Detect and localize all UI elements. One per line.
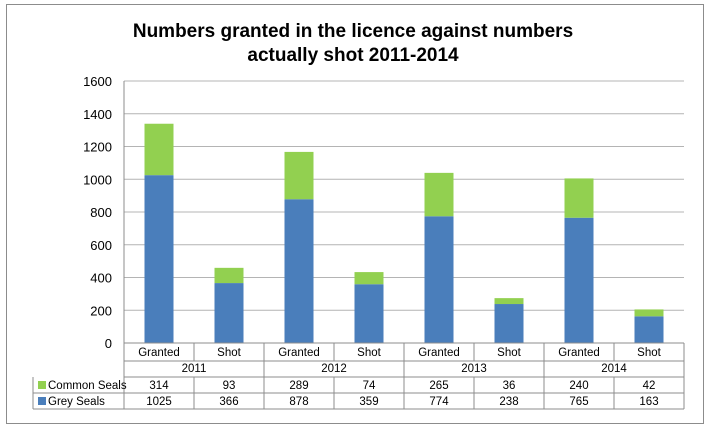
bar-common-seals bbox=[634, 309, 664, 317]
table-value: 36 bbox=[503, 380, 516, 392]
table-value: 765 bbox=[569, 396, 588, 408]
x-category-label: Granted bbox=[278, 347, 320, 359]
bar-common-seals bbox=[284, 151, 314, 200]
legend-label: Common Seals bbox=[48, 380, 127, 392]
bar-common-seals bbox=[424, 172, 454, 217]
legend-label: Grey Seals bbox=[48, 396, 105, 408]
table-value: 42 bbox=[643, 380, 656, 392]
bar-common-seals bbox=[564, 178, 594, 218]
x-year-label: 2012 bbox=[321, 363, 347, 375]
table-value: 240 bbox=[569, 380, 588, 392]
x-category-label: Shot bbox=[217, 347, 241, 359]
bar-common-seals bbox=[214, 267, 244, 284]
table-value: 359 bbox=[359, 396, 378, 408]
x-year-label: 2013 bbox=[461, 363, 487, 375]
table-value: 774 bbox=[429, 396, 449, 408]
bar-common-seals bbox=[494, 298, 524, 305]
table-value: 366 bbox=[219, 396, 238, 408]
bar-grey-seals bbox=[564, 217, 594, 343]
x-category-label: Granted bbox=[418, 347, 460, 359]
table-value: 93 bbox=[223, 380, 236, 392]
table-value: 265 bbox=[429, 380, 448, 392]
y-tick-label: 1000 bbox=[83, 172, 112, 187]
table-value: 878 bbox=[289, 396, 308, 408]
chart-title-line-1: Numbers granted in the licence against n… bbox=[133, 21, 573, 42]
table-value: 74 bbox=[363, 380, 376, 392]
y-tick-label: 1400 bbox=[83, 107, 112, 122]
bar-grey-seals bbox=[634, 316, 664, 343]
x-category-label: Granted bbox=[558, 347, 600, 359]
bar-common-seals bbox=[144, 123, 174, 176]
y-tick-label: 800 bbox=[90, 205, 112, 220]
chart-title-line-2: actually shot 2011-2014 bbox=[247, 45, 459, 66]
x-category-label: Shot bbox=[357, 347, 381, 359]
y-tick-label: 600 bbox=[90, 238, 112, 253]
x-category-label: Granted bbox=[138, 347, 180, 359]
x-category-label: Shot bbox=[497, 347, 521, 359]
bar-grey-seals bbox=[424, 216, 454, 343]
legend-key-grey-seals bbox=[38, 397, 46, 405]
table-value: 1025 bbox=[146, 396, 172, 408]
bar-grey-seals bbox=[354, 284, 384, 343]
y-tick-label: 0 bbox=[105, 336, 112, 351]
table-value: 314 bbox=[149, 380, 169, 392]
y-tick-label: 1200 bbox=[83, 140, 112, 155]
table-value: 163 bbox=[639, 396, 658, 408]
bar-grey-seals bbox=[284, 199, 314, 343]
bar-grey-seals bbox=[214, 283, 244, 343]
y-tick-label: 200 bbox=[90, 303, 112, 318]
x-category-label: Shot bbox=[637, 347, 661, 359]
x-year-label: 2011 bbox=[182, 363, 207, 375]
table-value: 289 bbox=[289, 380, 308, 392]
bar-common-seals bbox=[354, 272, 384, 285]
bar-grey-seals bbox=[494, 304, 524, 343]
y-tick-label: 400 bbox=[90, 271, 112, 286]
table-value: 238 bbox=[499, 396, 518, 408]
x-year-label: 2014 bbox=[601, 363, 627, 375]
bar-grey-seals bbox=[144, 175, 174, 343]
y-tick-label: 1600 bbox=[83, 74, 112, 89]
legend-key-common-seals bbox=[38, 381, 46, 389]
